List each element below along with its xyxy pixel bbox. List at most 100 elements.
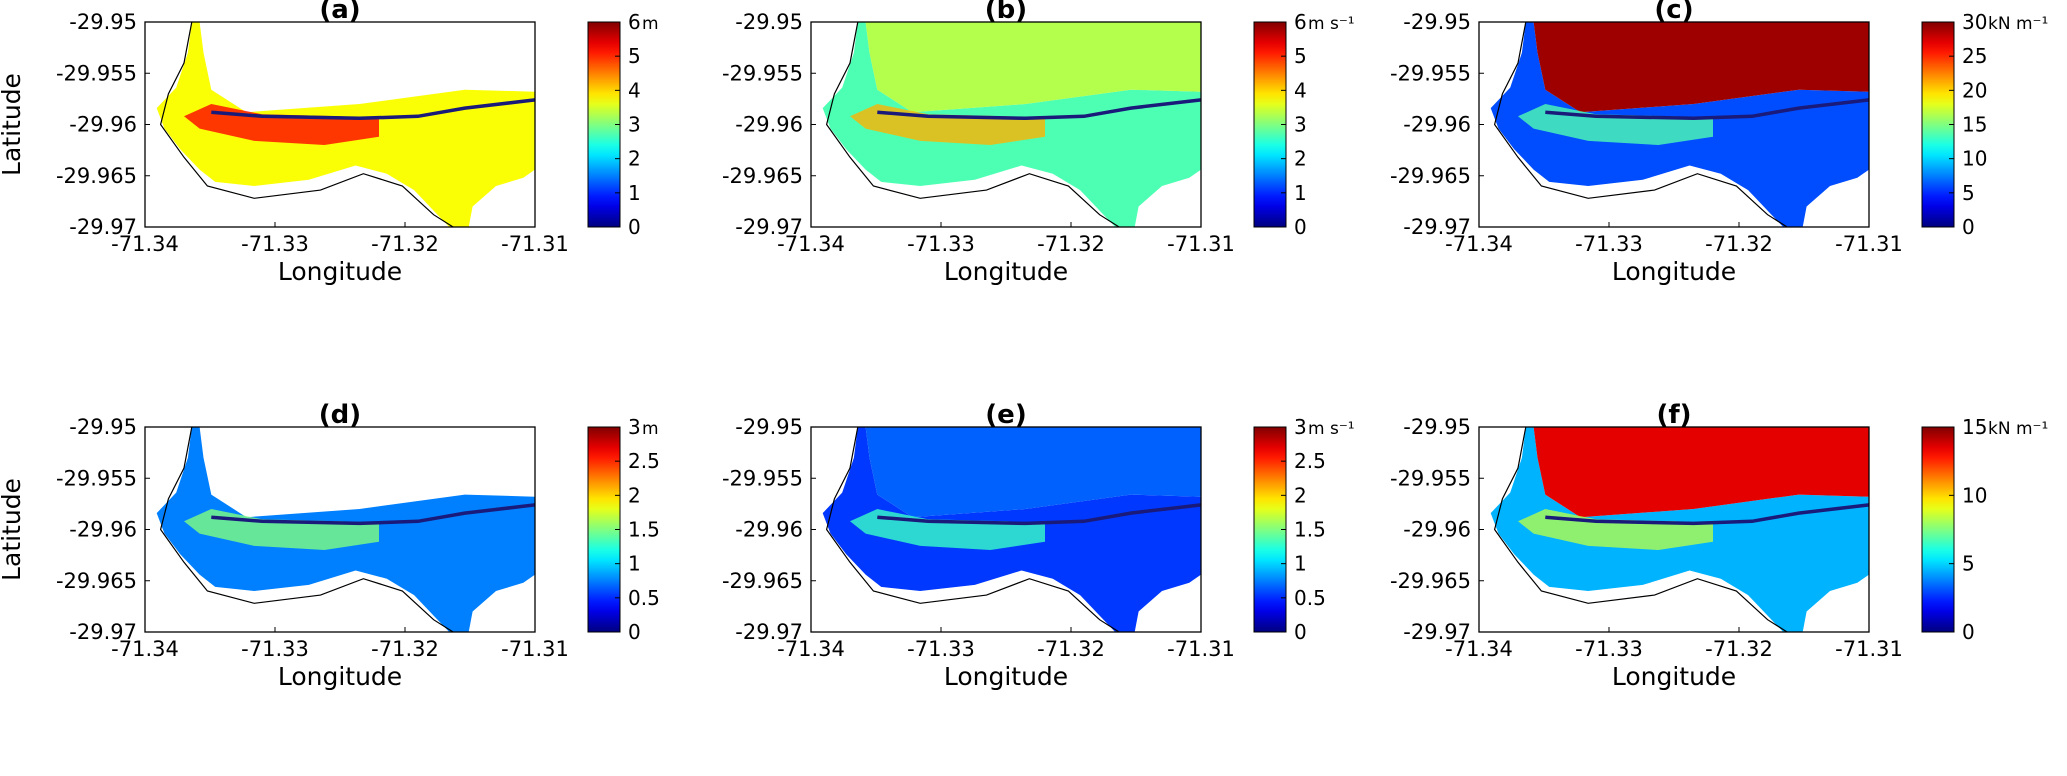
panel-e-ytick-label-4: -29.97 xyxy=(735,620,803,644)
panel-d-colorbar-label-6: 3 xyxy=(628,415,641,439)
panel-e-xlabel: Longitude xyxy=(944,662,1068,691)
panel-a: -71.34 -71.33 -71.32 -71.31 -29.95 -29.955 -29… xyxy=(0,0,659,286)
panel-a-ylabel: Latitude xyxy=(0,73,26,176)
panel-e-offshore-field xyxy=(865,427,1201,518)
panel-e-ytick-label-0: -29.95 xyxy=(735,415,803,439)
panel-c-colorbar-label-5: 25 xyxy=(1962,44,1987,68)
panel-e-colorbar-label-5: 2.5 xyxy=(1294,449,1326,473)
panel-d-xtick-label-0: -71.34 xyxy=(111,637,179,661)
panel-e-ytick-label-1: -29.955 xyxy=(722,466,803,490)
panel-b-coastline xyxy=(825,22,1120,227)
panel-b-colorbar xyxy=(1253,21,1287,228)
panel-f-ytick-label-1: -29.955 xyxy=(1390,466,1471,490)
panel-e-colorbar-label-3: 1.5 xyxy=(1294,518,1326,542)
panel-a-colorbar-label-3: 3 xyxy=(628,113,641,137)
panel-d-ytick-label-1: -29.955 xyxy=(56,466,137,490)
panel-b-colorbar-label-3: 3 xyxy=(1294,113,1307,137)
panel-b-ytick-label-1: -29.955 xyxy=(722,61,803,85)
panel-d-colorbar-label-1: 0.5 xyxy=(628,586,660,610)
panel-f-xtick-label-2: -71.32 xyxy=(1705,637,1773,661)
panel-a-colorbar-label-5: 5 xyxy=(628,44,641,68)
panel-d-colorbar-unit: m xyxy=(642,419,659,439)
panel-e-coastline xyxy=(825,427,1120,632)
panel-f-coastline xyxy=(1493,427,1788,632)
panel-b-colorbar-unit: m s⁻¹ xyxy=(1308,14,1355,34)
panel-a-title: (a) xyxy=(319,0,360,25)
panel-e-colorbar-label-6: 3 xyxy=(1294,415,1307,439)
panel-a-xlabel: Longitude xyxy=(278,257,402,286)
panel-e-xtick-label-2: -71.32 xyxy=(1037,637,1105,661)
panel-d-ytick-label-0: -29.95 xyxy=(69,415,137,439)
panel-b-ytick-label-0: -29.95 xyxy=(735,10,803,34)
panel-f-ytick-label-3: -29.965 xyxy=(1390,569,1471,593)
panel-d-ylabel: Latitude xyxy=(0,478,26,581)
panel-b-ytick-label-4: -29.97 xyxy=(735,215,803,239)
panel-e-colorbar-label-4: 2 xyxy=(1294,483,1307,507)
panel-d-xtick-label-3: -71.31 xyxy=(501,637,569,661)
panel-e-title: (e) xyxy=(985,400,1026,430)
panel-e-colorbar-label-0: 0 xyxy=(1294,620,1307,644)
panel-c-xtick-label-3: -71.31 xyxy=(1835,232,1903,256)
panel-a-xtick-label-2: -71.32 xyxy=(371,232,439,256)
panel-a-colorbar xyxy=(587,21,621,228)
panel-e-ytick-label-3: -29.965 xyxy=(722,569,803,593)
panel-d-colorbar-label-5: 2.5 xyxy=(628,449,660,473)
panel-a-xtick-label-3: -71.31 xyxy=(501,232,569,256)
panel-b-xtick-label-3: -71.31 xyxy=(1167,232,1235,256)
panel-c-breakwater xyxy=(1545,98,1870,121)
panel-c-colorbar-label-6: 30 xyxy=(1962,10,1987,34)
panel-c-xlabel: Longitude xyxy=(1612,257,1736,286)
panel-f: -71.34 -71.33 -71.32 -71.31 -29.95 -29.955 -29… xyxy=(1390,400,2048,691)
panel-a-breakwater xyxy=(211,98,536,121)
panel-c-xtick-label-1: -71.33 xyxy=(1575,232,1643,256)
panel-e-colorbar-label-1: 0.5 xyxy=(1294,586,1326,610)
panel-e-xtick-label-0: -71.34 xyxy=(777,637,845,661)
panel-f-xtick-label-0: -71.34 xyxy=(1445,637,1513,661)
panel-a-xtick-label-0: -71.34 xyxy=(111,232,179,256)
panel-f-ytick-label-0: -29.95 xyxy=(1403,415,1471,439)
panel-a-ytick-label-1: -29.955 xyxy=(56,61,137,85)
panel-b-colorbar-label-4: 4 xyxy=(1294,78,1307,102)
panel-d-xtick-label-1: -71.33 xyxy=(241,637,309,661)
panel-f-colorbar-label-2: 10 xyxy=(1962,483,1987,507)
panel-c-ytick-label-1: -29.955 xyxy=(1390,61,1471,85)
panel-c-ytick-label-3: -29.965 xyxy=(1390,164,1471,188)
panel-d-colorbar-label-0: 0 xyxy=(628,620,641,644)
panel-e-colorbar-label-2: 1 xyxy=(1294,552,1307,576)
panel-b-xlabel: Longitude xyxy=(944,257,1068,286)
panel-f-colorbar xyxy=(1921,426,1955,633)
panel-d: -71.34 -71.33 -71.32 -71.31 -29.95 -29.955 -29… xyxy=(0,400,660,691)
panel-a-coastline xyxy=(159,22,454,227)
panel-c-colorbar-label-4: 20 xyxy=(1962,78,1987,102)
panel-b-ytick-label-2: -29.96 xyxy=(735,113,803,137)
panel-d-ytick-label-2: -29.96 xyxy=(69,518,137,542)
panel-a-colorbar-label-1: 1 xyxy=(628,181,641,205)
panel-f-ytick-label-2: -29.96 xyxy=(1403,518,1471,542)
panel-c: -71.34 -71.33 -71.32 -71.31 -29.95 -29.955 -29… xyxy=(1390,0,2048,286)
panel-d-coastline xyxy=(159,427,454,632)
panel-d-ytick-label-3: -29.965 xyxy=(56,569,137,593)
panel-f-colorbar-label-1: 5 xyxy=(1962,552,1975,576)
panel-b-title: (b) xyxy=(985,0,1027,25)
panel-a-colorbar-label-2: 2 xyxy=(628,147,641,171)
panel-c-colorbar-label-3: 15 xyxy=(1962,113,1987,137)
panel-e: -71.34 -71.33 -71.32 -71.31 -29.95 -29.955 -29… xyxy=(722,400,1355,691)
panel-c-ytick-label-2: -29.96 xyxy=(1403,113,1471,137)
panel-c-xtick-label-0: -71.34 xyxy=(1445,232,1513,256)
panel-a-colorbar-label-0: 0 xyxy=(628,215,641,239)
panel-d-colorbar-label-4: 2 xyxy=(628,483,641,507)
panel-c-colorbar xyxy=(1921,21,1955,228)
panel-a-ytick-label-4: -29.97 xyxy=(69,215,137,239)
panel-a-ytick-label-2: -29.96 xyxy=(69,113,137,137)
panel-b-xtick-label-1: -71.33 xyxy=(907,232,975,256)
panel-f-offshore-field xyxy=(1533,427,1869,518)
panel-f-colorbar-label-3: 15 xyxy=(1962,415,1987,439)
panel-e-xtick-label-3: -71.31 xyxy=(1167,637,1235,661)
panel-d-xtick-label-2: -71.32 xyxy=(371,637,439,661)
panel-d-title: (d) xyxy=(319,400,361,430)
panel-c-colorbar-label-2: 10 xyxy=(1962,147,1987,171)
panel-c-ytick-label-0: -29.95 xyxy=(1403,10,1471,34)
panel-f-xlabel: Longitude xyxy=(1612,662,1736,691)
panel-f-xtick-label-1: -71.33 xyxy=(1575,637,1643,661)
